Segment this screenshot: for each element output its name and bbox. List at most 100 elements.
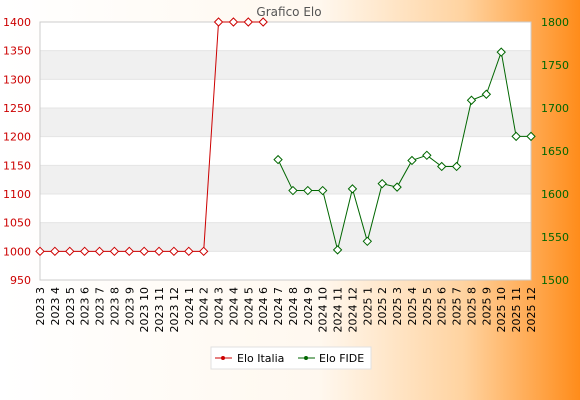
x-tick-label: 2025 1 (361, 287, 374, 326)
data-point-elo-fide (511, 131, 521, 142)
y-right-tick-label: 1500 (541, 274, 569, 287)
legend: Elo Italia Elo FIDE (210, 346, 372, 370)
x-tick-label: 2025 6 (436, 287, 449, 326)
data-point-elo-fide (362, 236, 373, 247)
y-right-tick-label: 1650 (541, 145, 569, 158)
y-right-tick-label: 1600 (541, 188, 569, 201)
data-point-elo-italia (198, 246, 209, 257)
x-tick-label: 2023 11 (153, 287, 166, 333)
x-tick-label: 2025 2 (376, 287, 389, 326)
y-left-tick-label: 1100 (3, 188, 31, 201)
x-tick-label: 2024 11 (332, 287, 345, 333)
x-tick-label: 2024 4 (227, 287, 240, 326)
data-point-elo-fide (407, 155, 417, 166)
plot-border (39, 21, 532, 281)
y-right-tick-label: 1750 (541, 59, 569, 72)
data-point-elo-italia (258, 17, 268, 27)
x-tick-label: 2023 3 (34, 287, 47, 326)
x-tick-label: 2025 4 (406, 287, 419, 326)
data-point-elo-italia (213, 17, 224, 27)
data-point-elo-italia (169, 246, 179, 257)
legend-label-elo-fide: Elo FIDE (319, 352, 364, 365)
data-point-elo-fide (273, 154, 283, 165)
data-point-elo-italia (139, 246, 149, 257)
x-tick-label: 2023 10 (138, 287, 151, 333)
y-left-tick-label: 1050 (3, 217, 31, 230)
y-left-tick-label: 950 (10, 274, 31, 287)
x-tick-label: 2025 8 (465, 287, 478, 326)
y-right-tick-label: 1700 (541, 102, 569, 115)
data-point-elo-italia (65, 246, 75, 257)
y-left-tick-label: 1300 (3, 73, 31, 86)
x-tick-label: 2024 12 (346, 287, 359, 333)
x-tick-label: 2024 9 (302, 287, 315, 326)
data-point-elo-fide (437, 161, 447, 172)
data-point-elo-fide (422, 150, 432, 161)
y-left-tick-label: 1400 (3, 16, 31, 29)
grid-band (40, 165, 531, 194)
x-tick-label: 2024 2 (198, 287, 211, 326)
data-point-elo-italia (124, 246, 134, 257)
data-point-elo-italia (79, 246, 90, 257)
x-tick-label: 2025 7 (451, 287, 464, 326)
x-tick-label: 2023 7 (94, 287, 107, 326)
x-tick-label: 2025 3 (391, 287, 404, 326)
data-point-elo-fide (288, 185, 298, 196)
x-tick-label: 2024 3 (213, 287, 226, 326)
x-tick-label: 2023 12 (168, 287, 181, 333)
y-left-tick-label: 1350 (3, 45, 31, 58)
y-right-tick-label: 1800 (541, 16, 569, 29)
data-point-elo-italia (94, 246, 105, 257)
y-left-tick-label: 1200 (3, 131, 31, 144)
data-point-elo-fide (332, 245, 343, 255)
x-tick-label: 2025 12 (525, 287, 538, 333)
data-point-elo-italia (228, 17, 239, 27)
data-point-elo-fide (303, 185, 313, 196)
x-tick-label: 2025 11 (510, 287, 523, 333)
grid-band (40, 108, 531, 137)
x-tick-label: 2023 6 (79, 287, 92, 326)
data-point-elo-italia (50, 246, 60, 257)
legend-marker-elo-fide (304, 356, 308, 360)
data-point-elo-fide (392, 182, 402, 192)
legend-label-elo-italia: Elo Italia (237, 352, 284, 365)
y-left-tick-label: 1250 (3, 102, 31, 115)
legend-marker-elo-italia (221, 356, 225, 360)
y-right-tick-label: 1550 (541, 231, 569, 244)
data-point-elo-fide (466, 95, 477, 105)
data-point-elo-fide (451, 161, 462, 172)
data-point-elo-fide (496, 47, 506, 57)
data-point-elo-italia (109, 246, 120, 257)
data-point-elo-fide (317, 185, 328, 196)
y-left-tick-label: 1000 (3, 245, 31, 258)
legend-box (210, 346, 372, 370)
x-tick-label: 2023 8 (108, 287, 121, 326)
x-tick-label: 2024 6 (257, 287, 270, 326)
chart-title: Grafico Elo (256, 5, 321, 19)
data-point-elo-italia (184, 246, 194, 257)
data-point-elo-italia (154, 246, 164, 257)
x-tick-label: 2025 5 (421, 287, 434, 326)
data-point-elo-fide (377, 178, 387, 189)
series-line-elo-italia (40, 21, 264, 252)
data-point-elo-italia (243, 17, 254, 27)
grid-band (40, 50, 531, 80)
data-point-elo-italia (35, 246, 45, 257)
x-tick-label: 2024 1 (183, 287, 196, 326)
data-point-elo-fide (347, 184, 358, 194)
x-tick-label: 2023 9 (123, 287, 136, 326)
data-point-elo-fide (526, 131, 536, 142)
x-tick-label: 2024 7 (272, 287, 285, 326)
x-tick-label: 2023 4 (49, 287, 62, 326)
x-tick-label: 2024 8 (287, 287, 300, 326)
x-tick-label: 2025 10 (495, 287, 508, 333)
x-tick-label: 2025 9 (480, 287, 493, 326)
x-tick-label: 2023 5 (64, 287, 77, 326)
x-tick-label: 2024 10 (317, 287, 330, 333)
x-tick-label: 2024 5 (242, 287, 255, 326)
y-left-tick-label: 1150 (3, 159, 31, 172)
grid-band (40, 222, 531, 252)
data-point-elo-fide (481, 89, 492, 99)
